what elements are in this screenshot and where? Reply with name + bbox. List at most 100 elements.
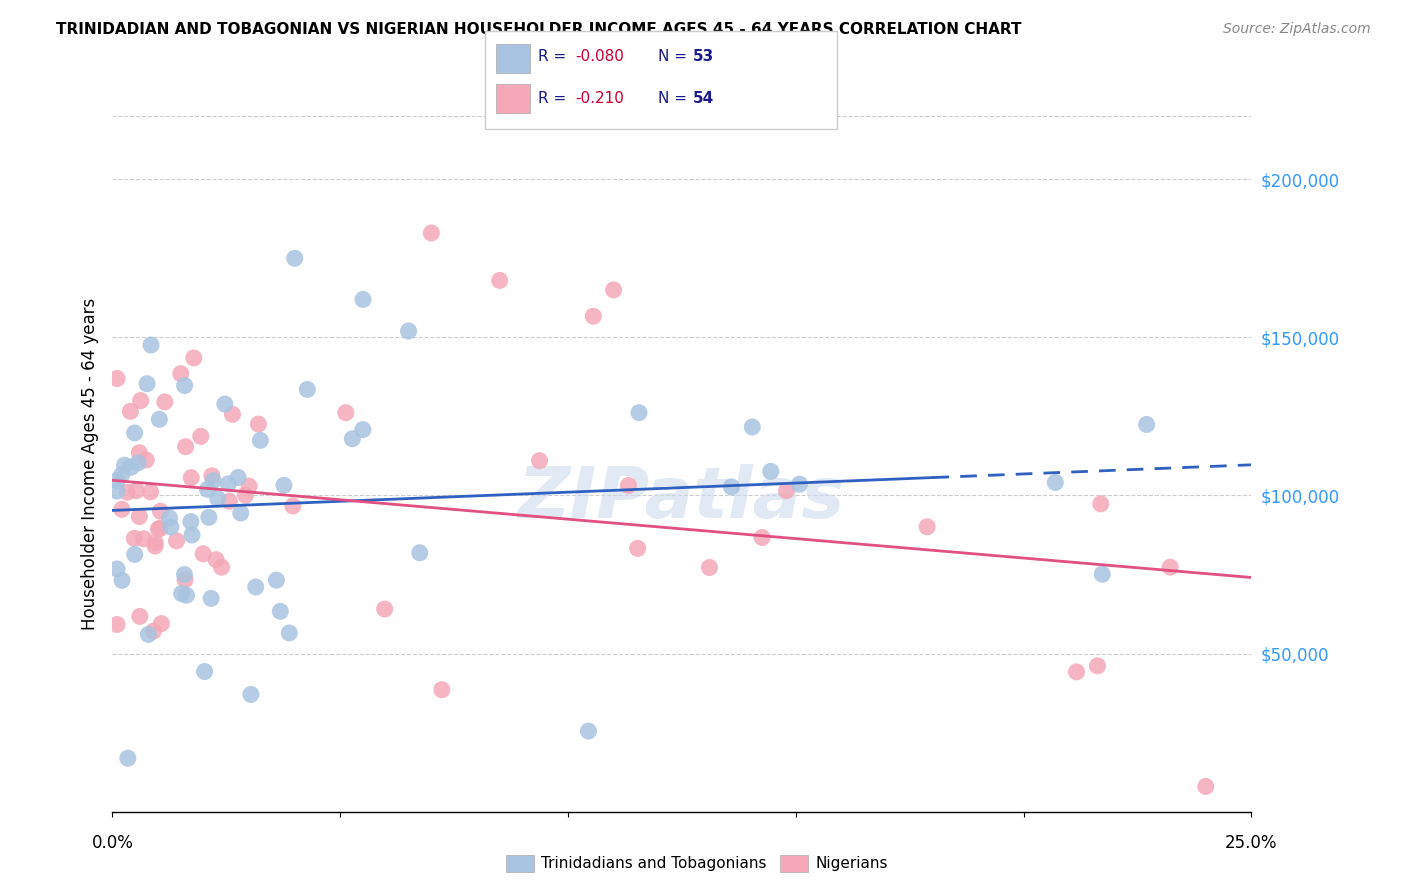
Point: [398, 324, 420, 338]
Point: [180, 515, 202, 529]
Point: [128, 509, 150, 524]
Point: [266, 573, 288, 587]
Point: [114, 458, 136, 473]
Point: [281, 499, 304, 513]
Point: [120, 404, 142, 418]
Point: [111, 574, 134, 588]
Point: [148, 522, 170, 536]
Point: [1045, 475, 1067, 490]
Point: [143, 535, 166, 549]
Point: [181, 528, 204, 542]
Point: [409, 546, 432, 560]
Point: [235, 488, 257, 502]
Point: [617, 478, 640, 492]
Point: [105, 371, 128, 385]
Point: [173, 378, 195, 392]
Point: [775, 483, 797, 498]
Point: [124, 425, 146, 440]
Point: [166, 533, 188, 548]
Point: [111, 502, 134, 516]
Point: [1090, 497, 1112, 511]
Point: [135, 453, 157, 467]
Point: [139, 484, 162, 499]
Point: [198, 510, 221, 524]
Text: Trinidadians and Tobagonians: Trinidadians and Tobagonians: [541, 856, 766, 871]
Point: [153, 395, 176, 409]
Point: [1066, 665, 1088, 679]
Text: 25.0%: 25.0%: [1225, 834, 1278, 852]
Point: [124, 532, 146, 546]
Point: [269, 604, 291, 618]
Point: [105, 474, 128, 488]
Point: [238, 479, 260, 493]
Text: N =: N =: [658, 49, 692, 63]
Point: [229, 506, 252, 520]
Point: [111, 467, 134, 482]
Point: [420, 226, 443, 240]
Point: [1091, 567, 1114, 582]
Point: [627, 406, 650, 420]
Point: [578, 724, 600, 739]
Point: [105, 562, 128, 576]
Point: [136, 376, 159, 391]
Point: [180, 471, 202, 485]
Text: Nigerians: Nigerians: [815, 856, 889, 871]
Point: [249, 434, 271, 448]
Point: [105, 617, 128, 632]
Point: [335, 406, 357, 420]
Point: [278, 626, 301, 640]
Point: [197, 483, 219, 497]
Point: [148, 412, 170, 426]
Point: [201, 468, 224, 483]
Point: [297, 383, 319, 397]
Point: [129, 393, 152, 408]
Text: 53: 53: [693, 49, 714, 63]
Point: [142, 624, 165, 639]
Point: [759, 464, 782, 478]
Point: [529, 453, 551, 467]
Point: [125, 483, 148, 498]
Point: [176, 588, 198, 602]
Point: [120, 460, 142, 475]
Point: [602, 283, 624, 297]
Point: [247, 417, 270, 431]
Point: [1087, 658, 1109, 673]
Point: [221, 407, 243, 421]
Text: TRINIDADIAN AND TOBAGONIAN VS NIGERIAN HOUSEHOLDER INCOME AGES 45 - 64 YEARS COR: TRINIDADIAN AND TOBAGONIAN VS NIGERIAN H…: [56, 22, 1022, 37]
Point: [751, 531, 773, 545]
Point: [174, 573, 197, 587]
Point: [173, 567, 195, 582]
Point: [627, 541, 650, 556]
Point: [245, 580, 267, 594]
Point: [183, 351, 205, 365]
Point: [115, 485, 138, 500]
Point: [124, 548, 146, 562]
Text: -0.080: -0.080: [575, 49, 624, 63]
Point: [720, 480, 742, 494]
Point: [217, 476, 239, 491]
Point: [239, 688, 262, 702]
Point: [132, 532, 155, 546]
Point: [174, 440, 197, 454]
Point: [789, 477, 811, 491]
Point: [170, 367, 193, 381]
Point: [226, 470, 249, 484]
Point: [127, 456, 149, 470]
Point: [488, 273, 510, 287]
Point: [128, 446, 150, 460]
Point: [105, 484, 128, 499]
Point: [342, 432, 364, 446]
Point: [205, 552, 228, 566]
Y-axis label: Householder Income Ages 45 - 64 years: Householder Income Ages 45 - 64 years: [80, 298, 98, 630]
Point: [139, 338, 162, 352]
Text: ZIPatlas: ZIPatlas: [519, 464, 845, 533]
Point: [1159, 560, 1181, 574]
Point: [352, 423, 374, 437]
Point: [136, 627, 159, 641]
Point: [211, 560, 233, 574]
Text: R =: R =: [538, 49, 572, 63]
Point: [741, 420, 763, 434]
Point: [193, 665, 215, 679]
Point: [128, 609, 150, 624]
Point: [200, 591, 222, 606]
